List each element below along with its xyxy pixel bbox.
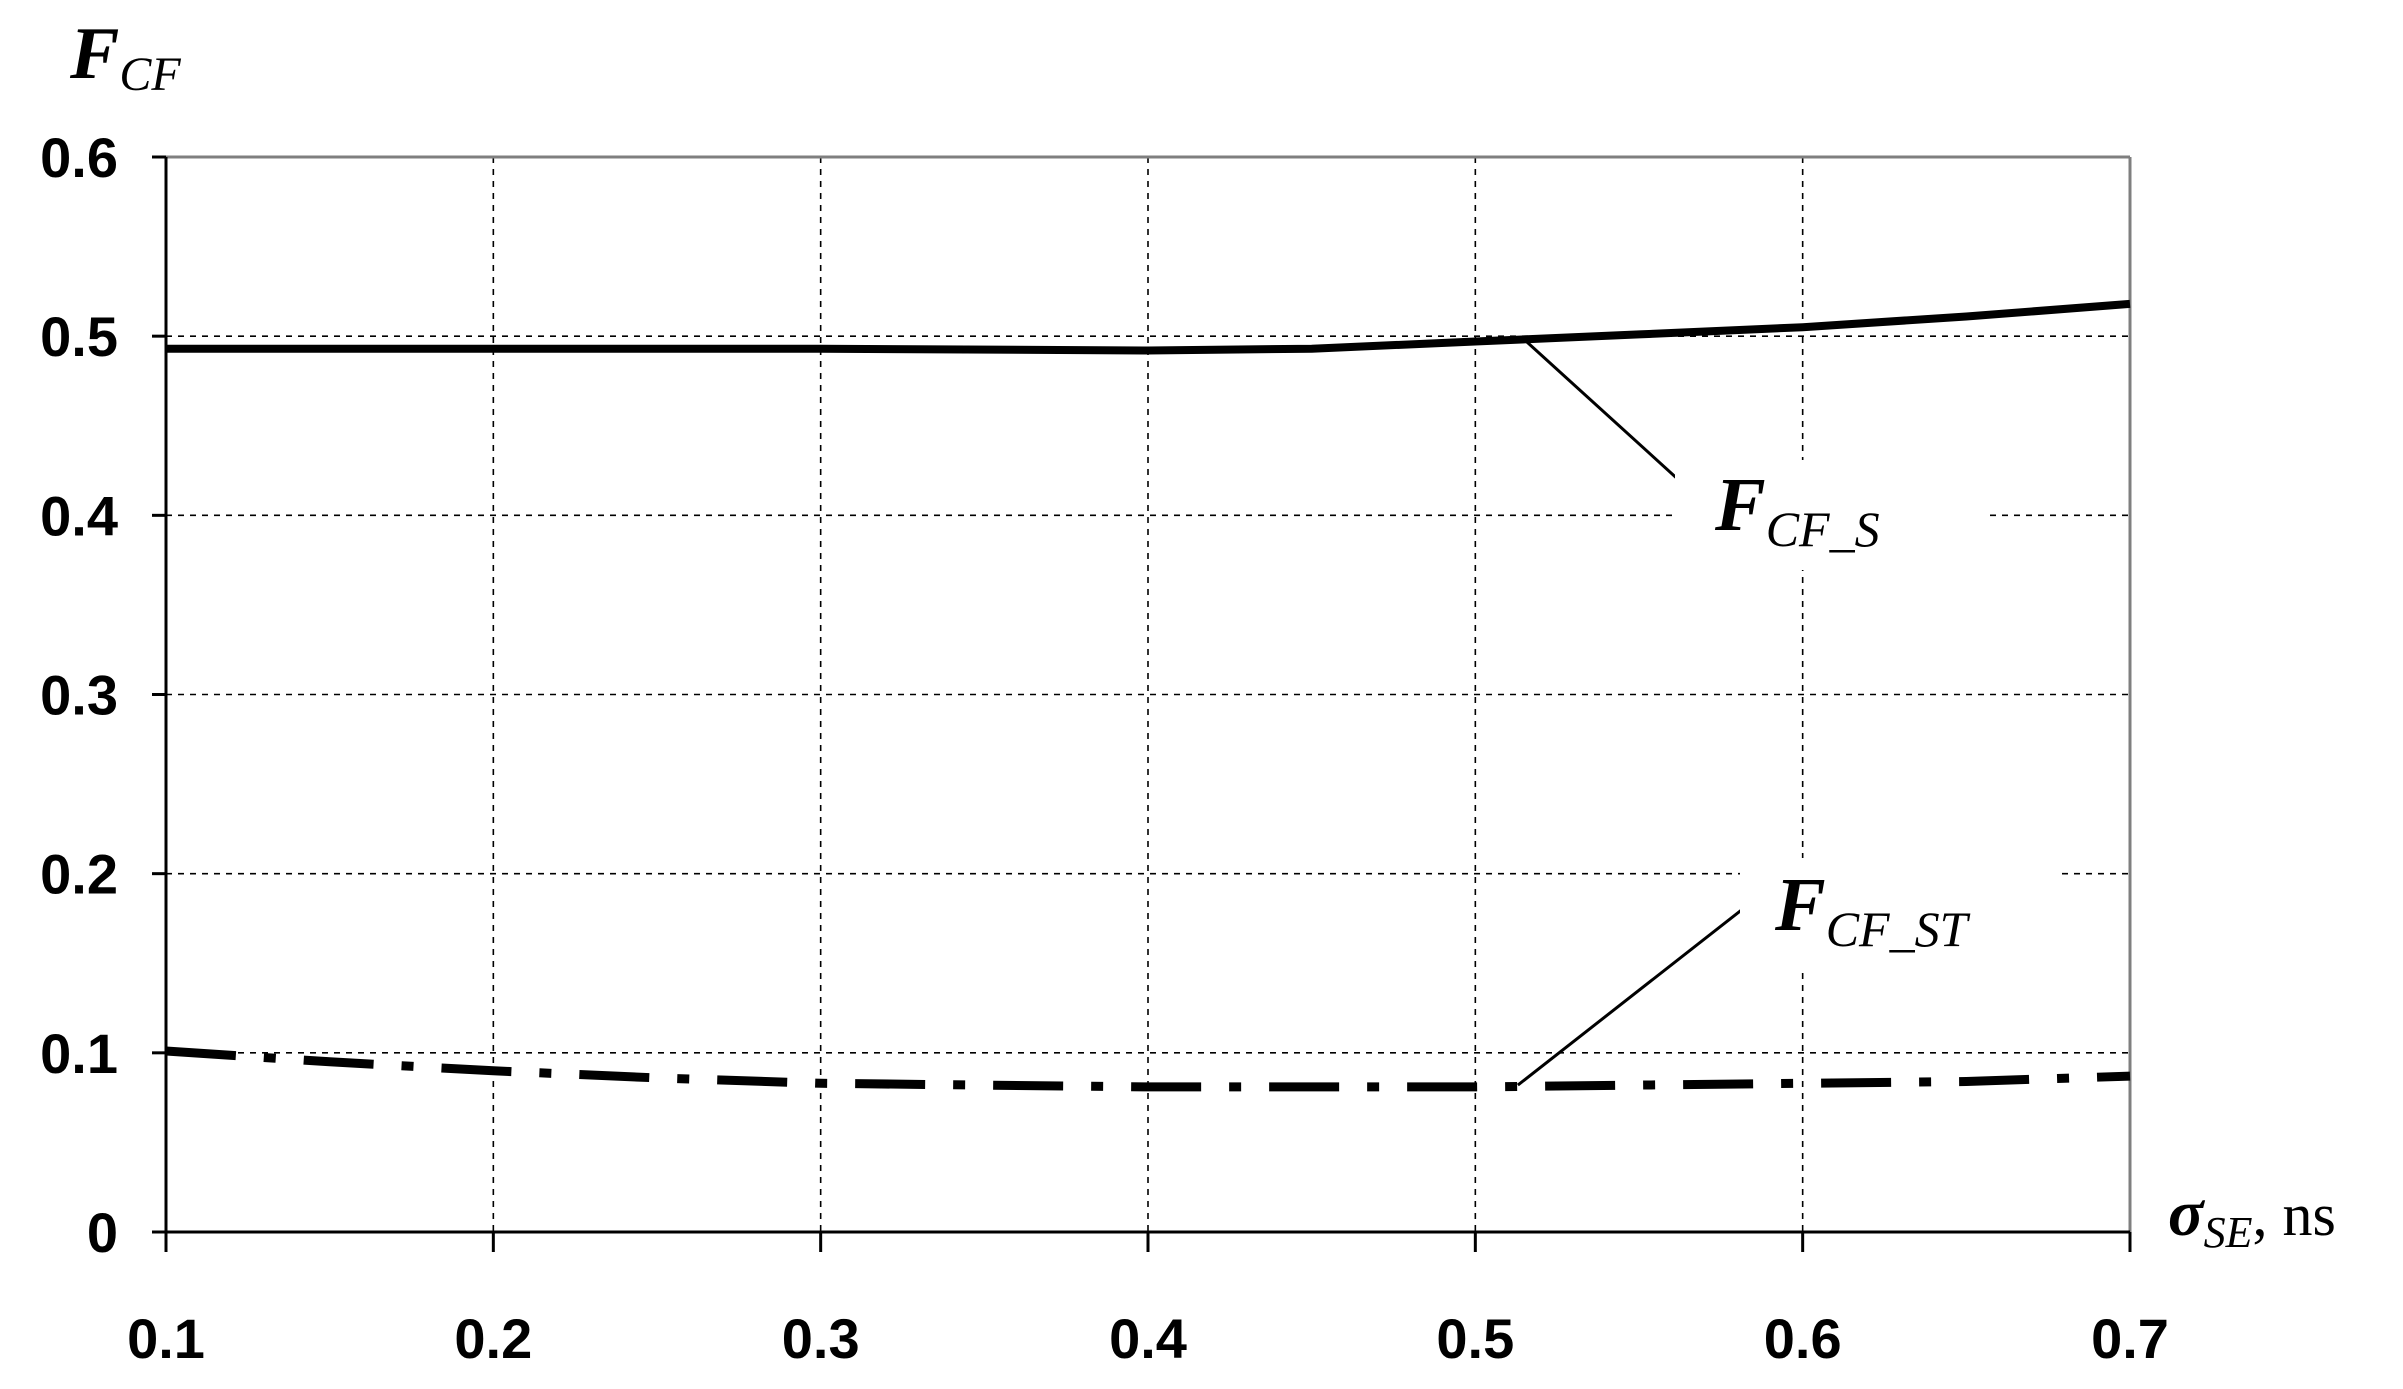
x-tick-label: 0.5	[1436, 1307, 1514, 1370]
y-tick-label: 0.1	[40, 1022, 118, 1085]
y-axis-title-main: F	[69, 13, 119, 95]
series-label-cf-st-main: F	[1774, 863, 1826, 947]
x-axis-title-main: σ	[2168, 1177, 2206, 1250]
series-line-cf-s	[166, 299, 2131, 355]
y-tick-label: 0.5	[40, 305, 118, 368]
tick-labels: 00.10.20.30.40.50.60.1 0.2 0.3 0.4 0.5 0.6 0.7	[40, 126, 2169, 1370]
series-label-cf-s-text: FCF_S	[1714, 463, 1880, 557]
series-label-cf-st-background	[1740, 858, 2060, 968]
x-tick-label: 0.1	[127, 1307, 205, 1370]
y-tick-label: 0.3	[40, 664, 118, 727]
callout-line-cf-st	[1516, 899, 1755, 1087]
series-label-cf-s: FCF_S	[1675, 460, 1985, 570]
x-axis-title-unit: , ns	[2252, 1182, 2335, 1248]
series-line-cf-st	[165, 1046, 2131, 1092]
series-label-cf-s-main: F	[1714, 463, 1766, 547]
series-label-cf-s-background	[1675, 460, 1985, 570]
series-label-cf-st-sub: CF_ST	[1826, 901, 1971, 957]
y-tick-label: 0.6	[40, 126, 118, 189]
y-tick-label: 0	[87, 1201, 118, 1264]
x-tick-label: 0.6	[1764, 1307, 1842, 1370]
x-tick-label: 0.4	[1109, 1307, 1187, 1370]
y-tick-label: 0.4	[40, 484, 118, 547]
y-axis-title: FCF	[69, 13, 181, 101]
x-axis-title: σSE, ns	[2168, 1177, 2336, 1257]
x-tick-label: 0.7	[2091, 1307, 2169, 1370]
series-group	[165, 299, 2131, 1092]
x-tick-label: 0.2	[454, 1307, 532, 1370]
x-axis-title-sub: SE	[2204, 1208, 2253, 1257]
series-label-cf-s-sub: CF_S	[1766, 501, 1880, 557]
series-label-cf-st: FCF_ST	[1740, 858, 2060, 968]
series-label-cf-st-text: FCF_ST	[1774, 863, 1971, 957]
y-axis-title-sub: CF	[119, 48, 181, 101]
x-tick-label: 0.3	[782, 1307, 860, 1370]
callout-line-cf-s	[1523, 338, 1690, 490]
y-tick-label: 0.2	[40, 843, 118, 906]
